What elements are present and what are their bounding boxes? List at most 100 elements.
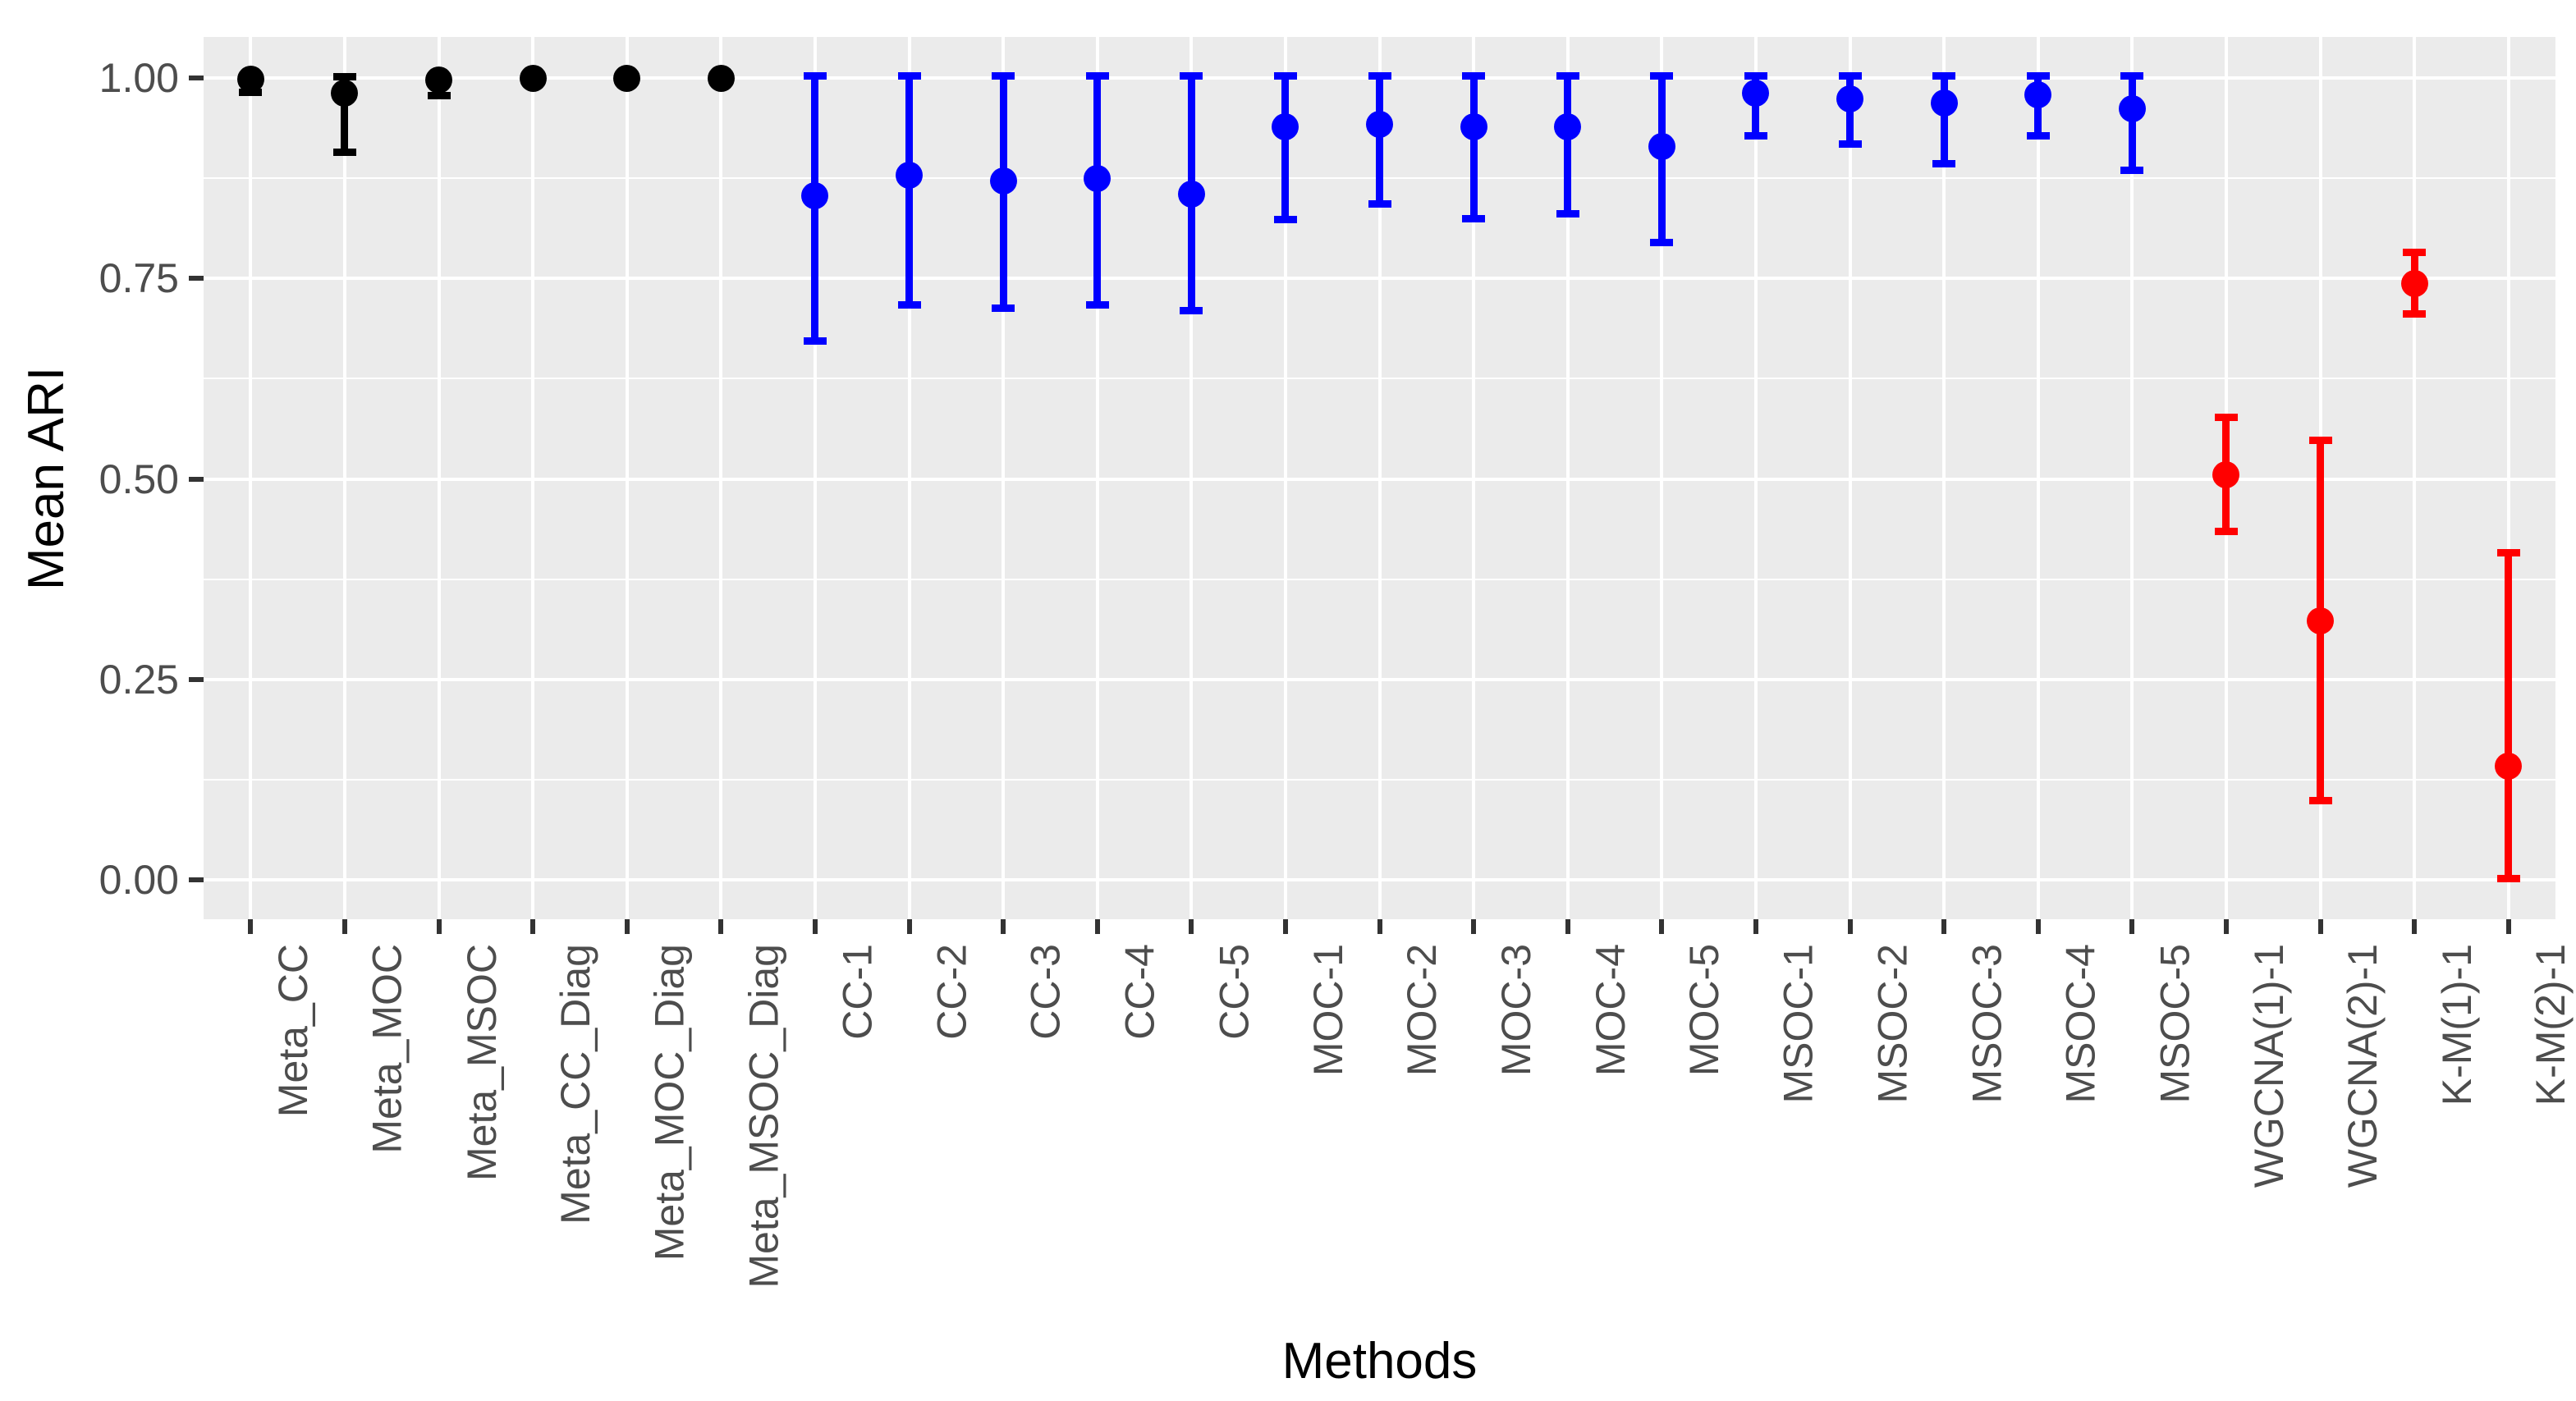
data-point bbox=[896, 161, 923, 189]
errorbar-cap-bottom bbox=[1744, 131, 1767, 140]
errorbar-line bbox=[905, 76, 913, 305]
data-point bbox=[331, 80, 359, 108]
x-axis-tick bbox=[1565, 919, 1570, 934]
x-axis-tick-label: MOC-2 bbox=[1399, 944, 1446, 1077]
errorbar-cap-bottom bbox=[2120, 166, 2144, 174]
errorbar-cap-top bbox=[1932, 71, 1956, 80]
x-axis-tick-label: MOC-4 bbox=[1587, 944, 1634, 1077]
errorbar-line bbox=[1940, 76, 1948, 164]
errorbar-line bbox=[341, 76, 349, 153]
errorbar-cap-bottom bbox=[332, 149, 356, 157]
errorbar-cap-top bbox=[992, 71, 1015, 80]
data-point bbox=[707, 64, 735, 92]
x-axis-tick-label: MSOC-5 bbox=[2152, 944, 2198, 1104]
errorbar-cap-top bbox=[1273, 71, 1297, 80]
gridline-major-vertical bbox=[1472, 37, 1476, 919]
x-axis-tick bbox=[812, 919, 818, 934]
errorbar-cap-top bbox=[1368, 71, 1391, 80]
y-axis-tick bbox=[189, 877, 204, 882]
gridline-major-vertical bbox=[2413, 37, 2417, 919]
x-axis-tick-label: CC-3 bbox=[1023, 944, 1070, 1040]
errorbar-cap-top bbox=[2496, 548, 2520, 556]
errorbar-line bbox=[1564, 76, 1572, 214]
x-axis-tick bbox=[718, 919, 724, 934]
x-axis-tick bbox=[2035, 919, 2041, 934]
gridline-major-vertical bbox=[1660, 37, 1664, 919]
x-axis-tick bbox=[624, 919, 630, 934]
data-point bbox=[2400, 269, 2428, 297]
data-point bbox=[1084, 164, 1112, 192]
gridline-major-vertical bbox=[531, 37, 535, 919]
errorbar-line bbox=[2128, 76, 2136, 171]
x-axis-tick bbox=[1094, 919, 1100, 934]
data-point bbox=[1554, 113, 1582, 141]
y-axis-tick-label: 1.00 bbox=[99, 55, 179, 101]
data-point bbox=[1272, 113, 1299, 141]
errorbar-cap-top bbox=[1462, 71, 1486, 80]
data-point bbox=[1742, 80, 1770, 108]
x-axis-tick bbox=[1001, 919, 1006, 934]
data-point bbox=[2307, 607, 2334, 634]
data-point bbox=[613, 64, 641, 92]
data-point bbox=[425, 66, 452, 94]
x-axis-tick-label: Meta_MSOC bbox=[458, 944, 505, 1181]
errorbar-cap-top bbox=[1744, 71, 1767, 80]
gridline-major-vertical bbox=[719, 37, 723, 919]
gridline-major-vertical bbox=[1189, 37, 1194, 919]
x-axis-tick bbox=[530, 919, 536, 934]
x-axis-tick bbox=[1377, 919, 1382, 934]
errorbar-cap-bottom bbox=[897, 300, 921, 309]
x-axis-tick-label: K-M(1)-1 bbox=[2434, 944, 2481, 1106]
y-axis-tick-label: 0.75 bbox=[99, 255, 179, 302]
x-axis-tick-label: MSOC-2 bbox=[1869, 944, 1916, 1104]
errorbar-cap-bottom bbox=[1650, 238, 1674, 246]
gridline-major-vertical bbox=[1002, 37, 1006, 919]
data-point bbox=[801, 182, 829, 210]
errorbar-cap-bottom bbox=[992, 304, 1015, 312]
gridline-major-vertical bbox=[2036, 37, 2040, 919]
x-axis-tick bbox=[2505, 919, 2511, 934]
x-axis-tick-label: Meta_MSOC_Diag bbox=[740, 944, 787, 1289]
gridline-major-vertical bbox=[1283, 37, 1287, 919]
x-axis-tick bbox=[2223, 919, 2229, 934]
x-axis-tick bbox=[248, 919, 254, 934]
data-point bbox=[1648, 132, 1675, 160]
data-point bbox=[1177, 181, 1205, 208]
data-point bbox=[236, 66, 264, 94]
x-axis-tick bbox=[1282, 919, 1288, 934]
errorbar-cap-bottom bbox=[1180, 306, 1203, 314]
x-axis-tick-label: MOC-3 bbox=[1493, 944, 1540, 1077]
errorbar-cap-top bbox=[897, 71, 921, 80]
gridline-major-vertical bbox=[1377, 37, 1382, 919]
errorbar-cap-top bbox=[2308, 437, 2332, 445]
errorbar-cap-bottom bbox=[1273, 216, 1297, 224]
x-axis-title: Methods bbox=[1281, 1333, 1478, 1390]
x-axis-tick bbox=[1659, 919, 1665, 934]
errorbar-cap-bottom bbox=[2403, 309, 2427, 318]
errorbar-cap-top bbox=[1180, 71, 1203, 80]
y-axis-tick bbox=[189, 676, 204, 682]
errorbar-cap-bottom bbox=[2496, 874, 2520, 882]
y-axis-tick-label: 0.25 bbox=[99, 656, 179, 703]
data-point bbox=[2495, 752, 2523, 780]
y-axis-tick-label: 0.00 bbox=[99, 857, 179, 903]
y-axis-tick bbox=[189, 76, 204, 80]
data-point bbox=[2212, 461, 2240, 489]
x-axis-tick bbox=[2317, 919, 2323, 934]
x-axis-tick bbox=[906, 919, 912, 934]
errorbar-cap-bottom bbox=[1462, 215, 1486, 223]
x-axis-tick-label: Meta_CC_Diag bbox=[552, 944, 599, 1225]
errorbar-cap-bottom bbox=[803, 337, 827, 345]
errorbar-cap-top bbox=[1085, 71, 1109, 80]
x-axis-tick bbox=[2412, 919, 2418, 934]
errorbar-cap-bottom bbox=[1085, 300, 1109, 309]
x-axis-tick bbox=[2129, 919, 2135, 934]
gridline-major-vertical bbox=[907, 37, 911, 919]
data-point bbox=[519, 64, 547, 92]
x-axis-tick-label: Meta_MOC bbox=[364, 944, 410, 1154]
errorbar-cap-top bbox=[2120, 71, 2144, 80]
x-axis-tick-label: CC-4 bbox=[1116, 944, 1163, 1040]
errorbar-cap-bottom bbox=[2214, 527, 2238, 535]
errorbar-cap-top bbox=[1650, 71, 1674, 80]
